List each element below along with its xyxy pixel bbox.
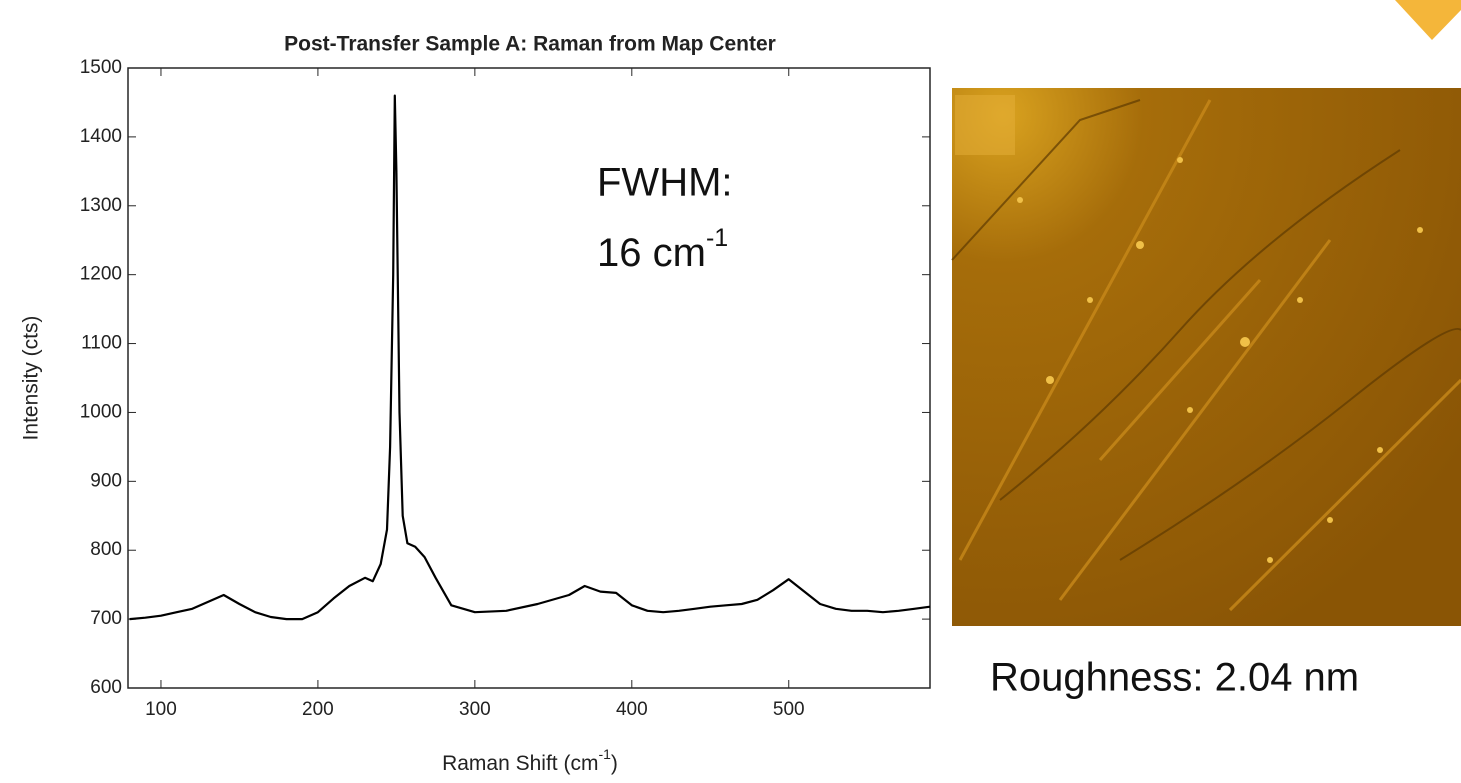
y-tick-label: 1500: [80, 57, 122, 78]
fwhm-value-sup: -1: [706, 224, 728, 252]
x-tick-label: 500: [773, 699, 805, 720]
x-label-tail: ): [611, 752, 618, 775]
chart-title: Post-Transfer Sample A: Raman from Map C…: [284, 33, 776, 56]
y-tick-label: 1100: [81, 333, 122, 354]
y-tick-label: 800: [90, 539, 122, 560]
x-axis-label: Raman Shift (cm-1): [442, 746, 618, 775]
x-label-text: Raman Shift (cm: [442, 752, 598, 775]
y-tick-label: 900: [90, 470, 122, 491]
afm-image: [951, 88, 1461, 626]
y-tick-label: 1000: [80, 401, 122, 422]
corner-decoration: [1395, 0, 1461, 40]
y-tick-label: 600: [90, 677, 122, 698]
x-tick-label: 200: [302, 699, 334, 720]
y-axis-label: Intensity (cts): [20, 316, 43, 441]
x-tick-label: 300: [459, 699, 491, 720]
roughness-label: Roughness: 2.04 nm: [990, 656, 1359, 700]
y-tick-label: 700: [90, 608, 122, 629]
fwhm-value: 16 cm-1: [597, 224, 728, 275]
fwhm-label: FWHM:: [597, 161, 733, 205]
y-tick-label: 1400: [80, 126, 122, 147]
x-tick-label: 100: [145, 699, 177, 720]
y-tick-label: 1300: [80, 195, 122, 216]
x-tick-label: 400: [616, 699, 648, 720]
fwhm-value-text: 16 cm: [597, 231, 706, 275]
spectrum-line: [129, 94, 931, 621]
x-label-sup: -1: [598, 746, 611, 762]
y-tick-label: 1200: [80, 264, 122, 285]
